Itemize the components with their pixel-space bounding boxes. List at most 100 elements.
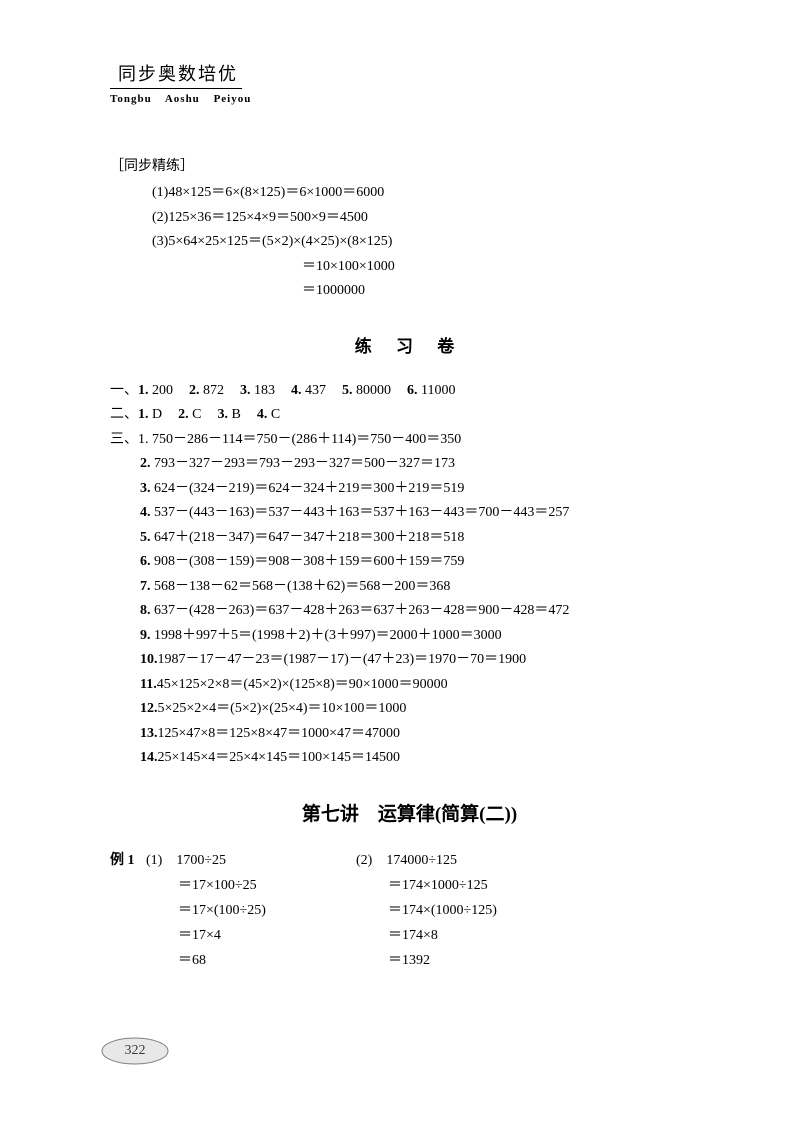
answer-val: 437 [305, 383, 326, 398]
pinyin-word: Peiyou [214, 93, 252, 105]
ex-line: (1) 1700÷25 [146, 848, 356, 873]
q3-text: 637－(428－263)＝637－428＋263＝637＋263－428＝90… [154, 603, 569, 618]
q1-line: 一、1. 200 2. 872 3. 183 4. 437 5. 80000 6. 110… [110, 379, 709, 404]
q3-row: 7. 568－138－62＝568－(138＋62)＝568－200＝368 [110, 575, 709, 600]
section-label: ［同步精练］ [110, 155, 709, 175]
q3-text: 1987－17－47－23＝(1987－17)－(47＋23)＝1970－70＝… [158, 652, 527, 667]
q3-num: 7. [140, 575, 154, 600]
q3-prefix: 三、 [110, 432, 138, 447]
answer-num: 5. [342, 383, 356, 398]
answer-num: 3. [240, 383, 254, 398]
q3-text: 568－138－62＝568－(138＋62)＝568－200＝368 [154, 579, 450, 594]
q3-text: 750－286－114＝750－(286＋114)＝750－400＝350 [152, 432, 461, 447]
ex-line: (2) 174000÷125 [356, 848, 616, 873]
q3-row: 13. 125×47×8＝125×8×47＝1000×47＝47000 [110, 722, 709, 747]
answer-item: 2. C [178, 407, 201, 422]
answer-val: 183 [254, 383, 275, 398]
answer-val: 872 [203, 383, 224, 398]
q3-text: 908－(308－159)＝908－308＋159＝600＋159＝759 [154, 554, 464, 569]
q1-prefix: 一、 [110, 383, 138, 398]
ex-line: ＝17×100÷25 [146, 873, 356, 898]
ex-line: ＝68 [146, 948, 356, 973]
q3-text: 25×145×4＝25×4×145＝100×145＝14500 [158, 750, 400, 765]
answer-val: 80000 [356, 383, 391, 398]
q3-row: 3. 624－(324－219)＝624－324＋219＝300＋219＝519 [110, 477, 709, 502]
q3-row: 2. 793－327－293＝793－293－327＝500－327＝173 [110, 452, 709, 477]
q3-num: 14. [140, 746, 158, 771]
q3-row: 4. 537－(443－163)＝537－443＋163＝537＋163－443… [110, 501, 709, 526]
q3-num: 12. [140, 697, 158, 722]
answer-val: 200 [152, 383, 173, 398]
q3-num: 1. [138, 432, 152, 447]
answer-item: 4. 437 [291, 383, 326, 398]
calc-line-cont: ＝10×100×1000 [152, 255, 709, 280]
lecture-title: 第七讲 运算律(简算(二)) [110, 799, 709, 826]
q3-num: 11. [140, 673, 157, 698]
answer-item: 1. 200 [138, 383, 173, 398]
q3-num: 2. [140, 452, 154, 477]
answer-num: 4. [291, 383, 305, 398]
answer-num: 2. [178, 407, 192, 422]
answer-num: 2. [189, 383, 203, 398]
q3-text: 1998＋997＋5＝(1998＋2)＋(3＋997)＝2000＋1000＝30… [154, 628, 502, 643]
ex-line: ＝174×8 [356, 923, 616, 948]
q3-row: 14. 25×145×4＝25×4×145＝100×145＝14500 [110, 746, 709, 771]
page-number: 322 [100, 1035, 170, 1067]
practice-title: 练 习 卷 [110, 332, 709, 357]
answer-item: 2. 872 [189, 383, 224, 398]
calc-line: (2)125×36＝125×4×9＝500×9＝4500 [152, 206, 709, 231]
q3-num: 9. [140, 624, 154, 649]
calc-line: (3)5×64×25×125＝(5×2)×(4×25)×(8×125) [152, 230, 709, 255]
page: 同步奥数培优 Tongbu Aoshu Peiyou ［同步精练］ (1)48×… [0, 0, 799, 1122]
calc-line: (1)48×125＝6×(8×125)＝6×1000＝6000 [152, 181, 709, 206]
answer-val: 11000 [421, 383, 455, 398]
pinyin-word: Aoshu [165, 93, 200, 105]
answer-item: 3. B [217, 407, 240, 422]
q3-text: 793－327－293＝793－293－327＝500－327＝173 [154, 456, 455, 471]
answer-item: 6. 11000 [407, 383, 455, 398]
example-col-2: (2) 174000÷125 ＝174×1000÷125 ＝174×(1000÷… [356, 848, 616, 974]
answer-num: 1. [138, 407, 152, 422]
q3-num: 10. [140, 648, 158, 673]
answer-num: 3. [217, 407, 231, 422]
q3-row: 12. 5×25×2×4＝(5×2)×(25×4)＝10×100＝1000 [110, 697, 709, 722]
q2-line: 二、1. D2. C3. B4. C [110, 403, 709, 428]
ex-line: ＝17×4 [146, 923, 356, 948]
example-label: 例 1 [110, 848, 146, 974]
q3-text: 125×47×8＝125×8×47＝1000×47＝47000 [158, 726, 400, 741]
q3-row: 6. 908－(308－159)＝908－308＋159＝600＋159＝759 [110, 550, 709, 575]
answer-val: C [192, 407, 201, 422]
q3-num: 6. [140, 550, 154, 575]
q3-num: 13. [140, 722, 158, 747]
ex-line: ＝174×1000÷125 [356, 873, 616, 898]
q3-row: 8. 637－(428－263)＝637－428＋263＝637＋263－428… [110, 599, 709, 624]
q3-row: 5. 647＋(218－347)＝647－347＋218＝300＋218＝518 [110, 526, 709, 551]
q3-row: 10. 1987－17－47－23＝(1987－17)－(47＋23)＝1970… [110, 648, 709, 673]
answer-item: 4. C [257, 407, 280, 422]
answer-val: B [231, 407, 240, 422]
q3-num: 3. [140, 477, 154, 502]
ex-line: ＝1392 [356, 948, 616, 973]
q3-row: 9. 1998＋997＋5＝(1998＋2)＋(3＋997)＝2000＋1000… [110, 624, 709, 649]
calc-line-cont: ＝1000000 [152, 279, 709, 304]
q3-block: 三、1. 750－286－114＝750－(286＋114)＝750－400＝3… [110, 428, 709, 771]
q3-row: 11. 45×125×2×8＝(45×2)×(125×8)＝90×1000＝90… [110, 673, 709, 698]
section1-body: (1)48×125＝6×(8×125)＝6×1000＝6000 (2)125×3… [110, 181, 709, 304]
answer-val: D [152, 407, 162, 422]
q3-num: 5. [140, 526, 154, 551]
answer-num: 4. [257, 407, 271, 422]
q3-text: 624－(324－219)＝624－324＋219＝300＋219＝519 [154, 481, 464, 496]
header-title-pinyin: Tongbu Aoshu Peiyou [110, 93, 709, 105]
example-block: 例 1 (1) 1700÷25 ＝17×100÷25 ＝17×(100÷25) … [110, 848, 709, 974]
example-col-1: (1) 1700÷25 ＝17×100÷25 ＝17×(100÷25) ＝17×… [146, 848, 356, 974]
answer-item: 1. D [138, 407, 162, 422]
page-number-badge: 322 [100, 1035, 170, 1067]
q3-text: 647＋(218－347)＝647－347＋218＝300＋218＝518 [154, 530, 464, 545]
header-title-cn: 同步奥数培优 [110, 60, 242, 89]
q3-num: 4. [140, 501, 154, 526]
ex-line: ＝174×(1000÷125) [356, 898, 616, 923]
answer-item: 5. 80000 [342, 383, 391, 398]
page-header: 同步奥数培优 Tongbu Aoshu Peiyou [110, 60, 709, 105]
answer-val: C [271, 407, 280, 422]
q3-text: 5×25×2×4＝(5×2)×(25×4)＝10×100＝1000 [158, 701, 407, 716]
